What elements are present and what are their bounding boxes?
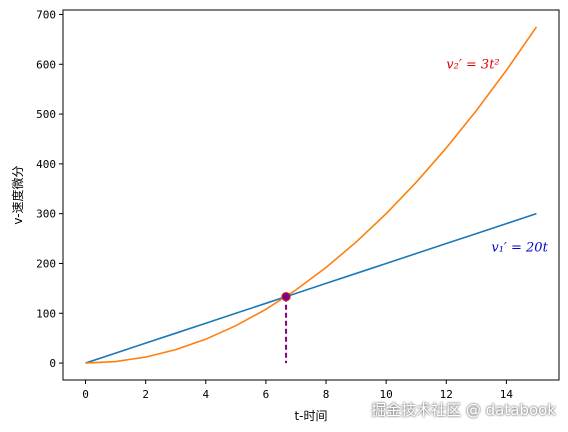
plot-area xyxy=(62,9,560,381)
x-tick-label: 10 xyxy=(380,388,393,401)
watermark: 掘金技术社区 @ databook xyxy=(371,401,556,419)
y-tick-label: 100 xyxy=(36,307,56,320)
x-tick-label: 0 xyxy=(82,388,89,401)
y-tick-label: 200 xyxy=(36,257,56,270)
annotation-2: v₁′ = 20t xyxy=(491,241,548,256)
x-tick-label: 6 xyxy=(263,388,270,401)
y-tick-label: 400 xyxy=(36,158,56,171)
series-line-1 xyxy=(85,212,537,364)
x-tick-label: 8 xyxy=(323,388,330,401)
y-tick-label: 500 xyxy=(36,108,56,121)
y-tick-label: 700 xyxy=(36,8,56,21)
y-axis-label: v-速度微分 xyxy=(10,165,25,224)
series-line-2 xyxy=(85,26,538,364)
y-tick-label: 300 xyxy=(36,208,56,221)
x-tick-label: 14 xyxy=(500,388,514,401)
annotation-1: v₂′ = 3t² xyxy=(446,57,499,72)
intersection-point xyxy=(281,291,291,302)
y-tick-label: 0 xyxy=(49,357,56,370)
x-tick-label: 4 xyxy=(202,388,209,401)
x-tick-label: 2 xyxy=(142,388,149,401)
x-tick-label: 12 xyxy=(440,388,453,401)
x-axis-label: t-时间 xyxy=(294,409,327,423)
y-tick-label: 600 xyxy=(36,58,56,71)
